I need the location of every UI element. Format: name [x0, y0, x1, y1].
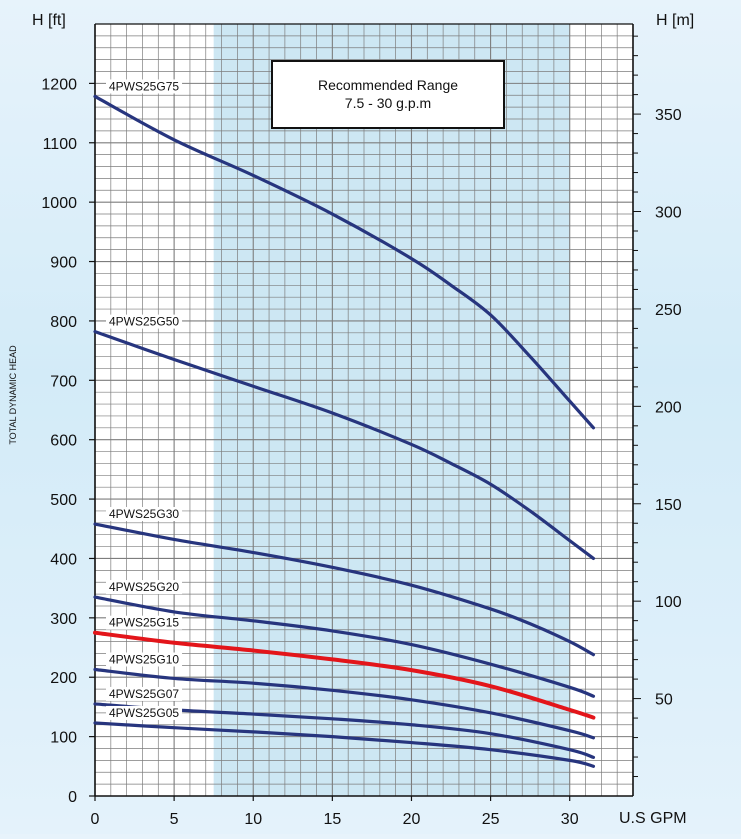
series-line-4PWS25G50 [93, 330, 596, 561]
y2-tick-label: 100 [655, 594, 682, 611]
x-tick-label: 25 [482, 811, 500, 828]
y-tick-label: 600 [50, 433, 77, 450]
y-tick-label: 0 [68, 789, 77, 806]
x-tick-label: 15 [323, 811, 341, 828]
x-tick-label: 20 [403, 811, 421, 828]
series-line-4PWS25G15 [93, 630, 596, 720]
series-label-background [106, 652, 183, 667]
axes: 0100200300400500600700800900100011001200… [41, 23, 682, 828]
y2-tick-label: 150 [655, 497, 682, 514]
range-box-subtitle: 7.5 - 30 g.p.m [345, 95, 431, 111]
series-label-background [106, 615, 183, 630]
series-label-4PWS25G05: 4PWS25G05 [109, 706, 179, 720]
y-tick-label: 100 [50, 730, 77, 747]
x-tick-label: 0 [91, 811, 100, 828]
series-label-4PWS25G10: 4PWS25G10 [109, 653, 179, 667]
series-line-4PWS25G20 [93, 595, 596, 698]
x-axis-title: U.S GPM [619, 810, 687, 827]
recommended-range-box: Recommended Range 7.5 - 30 g.p.m [271, 60, 505, 129]
recommended-range-band [213, 24, 570, 796]
series-label-4PWS25G75: 4PWS25G75 [109, 79, 179, 93]
series-line-4PWS25G05 [93, 721, 596, 768]
series-label-background [106, 580, 183, 595]
y-tick-label: 500 [50, 492, 77, 509]
series-label-background [106, 705, 183, 720]
x-tick-label: 30 [561, 811, 579, 828]
series-label-4PWS25G30: 4PWS25G30 [109, 507, 179, 521]
y2-tick-label: 50 [655, 692, 673, 709]
series-line-4PWS25G75 [93, 94, 596, 430]
y-tick-label: 400 [50, 551, 77, 568]
y-axis-title: TOTAL DYNAMIC HEAD [8, 345, 18, 445]
y-tick-label: 1200 [41, 76, 77, 93]
y-tick-label: 1000 [41, 195, 77, 212]
series-label-background [106, 314, 183, 329]
y-tick-label: 1100 [43, 136, 78, 153]
y-tick-label: 300 [50, 611, 77, 628]
y2-tick-label: 200 [655, 399, 682, 416]
right-axis-unit: H [m] [656, 12, 694, 29]
x-tick-label: 10 [244, 811, 262, 828]
left-axis-unit: H [ft] [32, 12, 66, 29]
y-tick-label: 900 [50, 255, 77, 272]
series-label-4PWS25G20: 4PWS25G20 [109, 580, 179, 594]
x-tick-label: 5 [170, 811, 179, 828]
series-label-4PWS25G07: 4PWS25G07 [109, 687, 179, 701]
y2-tick-label: 350 [655, 107, 682, 124]
range-box-title: Recommended Range [318, 77, 458, 93]
series-line-4PWS25G10 [93, 667, 596, 740]
series-label-background [106, 507, 183, 522]
series-label-4PWS25G15: 4PWS25G15 [109, 616, 179, 630]
series-label-background [106, 79, 183, 94]
y2-tick-label: 300 [655, 205, 682, 222]
series-label-background [106, 686, 183, 701]
y-tick-label: 700 [50, 373, 77, 390]
series-labels: 4PWS25G75 4PWS25G50 4PWS25G30 4PWS25G20 4PWS… [106, 79, 183, 720]
y2-tick-label: 250 [655, 302, 682, 319]
y-tick-label: 800 [50, 314, 77, 331]
series-label-4PWS25G50: 4PWS25G50 [109, 315, 179, 329]
y-tick-label: 200 [50, 670, 77, 687]
series-line-4PWS25G30 [93, 522, 596, 657]
